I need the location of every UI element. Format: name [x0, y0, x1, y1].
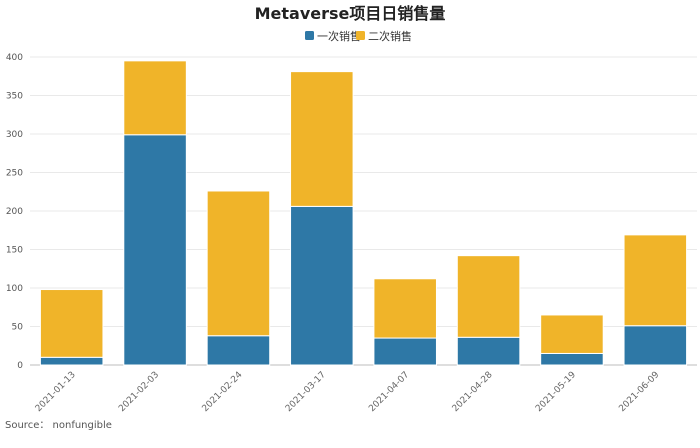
- x-tick-label: 2021-02-24: [200, 370, 244, 414]
- bar-segment[interactable]: [123, 60, 187, 136]
- source-note: Source： nonfungible: [5, 420, 112, 431]
- x-tick-label: 2021-04-28: [451, 370, 495, 414]
- legend-item[interactable]: 一次销售: [305, 29, 361, 43]
- bar-segment[interactable]: [290, 71, 354, 207]
- x-tick-label: 2021-04-07: [367, 370, 411, 414]
- x-axis-ticks: 2021-01-13 2021-02-03 2021-02-24 2021-03-17…: [34, 370, 662, 414]
- y-tick-label: 100: [6, 284, 23, 294]
- bar-segment[interactable]: [456, 255, 521, 338]
- x-tick-label: 2021-05-19: [534, 370, 578, 414]
- y-axis-ticks: 0 50 100 150 200 250 300 350 400: [6, 53, 23, 371]
- y-tick-label: 50: [12, 323, 24, 333]
- legend-swatch: [356, 31, 365, 40]
- y-tick-label: 150: [6, 246, 23, 256]
- bar-segment[interactable]: [123, 134, 187, 366]
- bar-segment[interactable]: [540, 314, 604, 354]
- y-tick-label: 250: [6, 169, 23, 179]
- y-tick-label: 350: [6, 92, 23, 102]
- bar-segment[interactable]: [373, 278, 437, 339]
- chart-title: Metaverse项目日销售量: [255, 4, 446, 23]
- y-tick-label: 300: [6, 130, 23, 140]
- x-tick-label: 2021-02-03: [117, 370, 161, 414]
- bar-segment[interactable]: [39, 289, 104, 358]
- legend-swatch: [305, 31, 314, 40]
- bar-segment[interactable]: [206, 335, 271, 366]
- bar-segment[interactable]: [206, 190, 271, 337]
- legend: 一次销售 二次销售: [305, 29, 412, 43]
- legend-label: 一次销售: [317, 29, 361, 43]
- bar-segment[interactable]: [456, 336, 521, 366]
- bar-segment[interactable]: [623, 325, 688, 366]
- bar-segment[interactable]: [373, 337, 437, 366]
- y-tick-label: 0: [17, 361, 23, 371]
- x-tick-label: 2021-03-17: [284, 370, 328, 414]
- legend-item[interactable]: 二次销售: [356, 29, 412, 43]
- x-tick-label: 2021-01-13: [34, 370, 78, 414]
- y-tick-label: 400: [6, 53, 23, 63]
- bar-segment[interactable]: [39, 356, 104, 366]
- bar-segment[interactable]: [290, 205, 354, 366]
- bars: [39, 60, 688, 366]
- legend-label: 二次销售: [368, 29, 412, 43]
- x-tick-label: 2021-06-09: [617, 370, 661, 414]
- bar-segment[interactable]: [540, 352, 604, 366]
- y-tick-label: 200: [6, 207, 23, 217]
- bar-segment[interactable]: [623, 234, 688, 327]
